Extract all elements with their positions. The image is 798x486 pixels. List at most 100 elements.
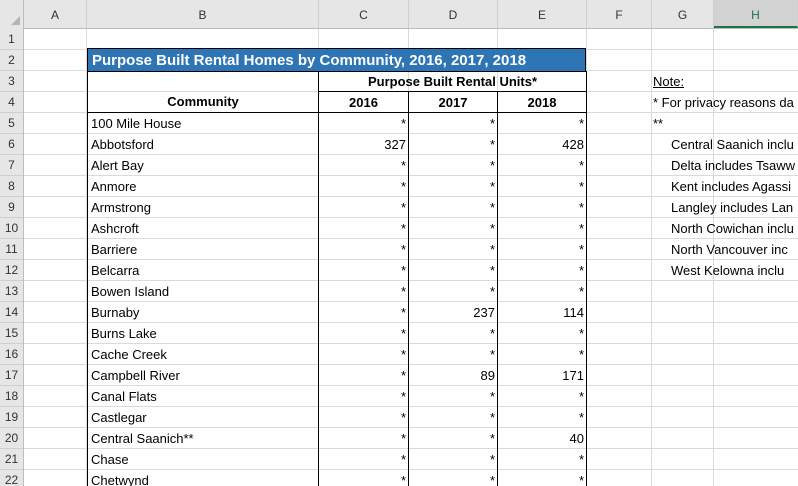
note-item[interactable]: Kent includes Agassi	[671, 179, 791, 194]
column-header-a[interactable]: A	[24, 0, 87, 28]
value-cell-2018[interactable]: *	[498, 176, 587, 197]
value-cell-2018[interactable]: *	[498, 260, 587, 281]
value-cell-2018[interactable]: *	[498, 239, 587, 260]
community-cell[interactable]: Barriere	[87, 239, 319, 260]
value-cell-2016[interactable]: *	[319, 218, 409, 239]
row-header-18[interactable]: 18	[0, 386, 23, 407]
value-cell-2016[interactable]: *	[319, 260, 409, 281]
value-cell-2017[interactable]: *	[409, 176, 498, 197]
community-cell[interactable]: Anmore	[87, 176, 319, 197]
value-cell-2017[interactable]: *	[409, 113, 498, 134]
row-header-6[interactable]: 6	[0, 134, 23, 155]
row-header-7[interactable]: 7	[0, 155, 23, 176]
row-header-14[interactable]: 14	[0, 302, 23, 323]
value-cell-2017[interactable]: *	[409, 428, 498, 449]
value-cell-2017[interactable]: *	[409, 155, 498, 176]
value-cell-2018[interactable]: *	[498, 155, 587, 176]
value-cell-2017[interactable]: *	[409, 407, 498, 428]
community-cell[interactable]: Bowen Island	[87, 281, 319, 302]
value-cell-2017[interactable]: *	[409, 218, 498, 239]
value-cell-2018[interactable]: *	[498, 113, 587, 134]
value-cell-2018[interactable]: 40	[498, 428, 587, 449]
value-cell-2017[interactable]: 237	[409, 302, 498, 323]
value-cell-2018[interactable]: *	[498, 449, 587, 470]
row-header-3[interactable]: 3	[0, 71, 23, 92]
column-header-e[interactable]: E	[498, 0, 587, 28]
row-header-22[interactable]: 22	[0, 470, 23, 486]
value-cell-2017[interactable]: *	[409, 449, 498, 470]
value-cell-2017[interactable]: *	[409, 239, 498, 260]
community-cell[interactable]: Burnaby	[87, 302, 319, 323]
value-cell-2018[interactable]: *	[498, 281, 587, 302]
value-cell-2017[interactable]: *	[409, 323, 498, 344]
note-item[interactable]: Delta includes Tsaww	[671, 158, 796, 173]
row-header-20[interactable]: 20	[0, 428, 23, 449]
community-cell[interactable]: Central Saanich**	[87, 428, 319, 449]
year-header-2016[interactable]: 2016	[319, 92, 409, 113]
value-cell-2018[interactable]: 114	[498, 302, 587, 323]
value-cell-2016[interactable]: *	[319, 386, 409, 407]
value-cell-2016[interactable]: *	[319, 302, 409, 323]
note-item[interactable]: West Kelowna inclu	[671, 263, 785, 278]
value-cell-2017[interactable]: *	[409, 386, 498, 407]
column-header-b[interactable]: B	[87, 0, 319, 28]
row-header-17[interactable]: 17	[0, 365, 23, 386]
value-cell-2018[interactable]: *	[498, 386, 587, 407]
row-header-1[interactable]: 1	[0, 29, 23, 50]
value-cell-2016[interactable]: *	[319, 113, 409, 134]
community-cell[interactable]: Chetwynd	[87, 470, 319, 486]
community-cell[interactable]: Alert Bay	[87, 155, 319, 176]
select-all-corner[interactable]	[0, 0, 24, 28]
value-cell-2018[interactable]: *	[498, 218, 587, 239]
note-item[interactable]: North Vancouver inc	[671, 242, 788, 257]
row-header-8[interactable]: 8	[0, 176, 23, 197]
value-cell-2017[interactable]: *	[409, 281, 498, 302]
column-header-c[interactable]: C	[319, 0, 409, 28]
value-cell-2017[interactable]: 89	[409, 365, 498, 386]
community-cell[interactable]: Abbotsford	[87, 134, 319, 155]
note-item[interactable]: Central Saanich inclu	[671, 137, 794, 152]
community-cell[interactable]: Ashcroft	[87, 218, 319, 239]
value-cell-2018[interactable]: 171	[498, 365, 587, 386]
value-cell-2016[interactable]: *	[319, 176, 409, 197]
row-header-16[interactable]: 16	[0, 344, 23, 365]
community-header[interactable]: Community	[87, 71, 319, 113]
community-cell[interactable]: 100 Mile House	[87, 113, 319, 134]
row-header-15[interactable]: 15	[0, 323, 23, 344]
row-header-5[interactable]: 5	[0, 113, 23, 134]
community-cell[interactable]: Belcarra	[87, 260, 319, 281]
note-item[interactable]: Langley includes Lan	[671, 200, 794, 215]
value-cell-2016[interactable]: *	[319, 449, 409, 470]
column-header-g[interactable]: G	[652, 0, 714, 28]
value-cell-2017[interactable]: *	[409, 260, 498, 281]
community-cell[interactable]: Armstrong	[87, 197, 319, 218]
value-cell-2018[interactable]: *	[498, 470, 587, 486]
value-cell-2017[interactable]: *	[409, 344, 498, 365]
value-cell-2016[interactable]: *	[319, 155, 409, 176]
value-cell-2016[interactable]: *	[319, 197, 409, 218]
value-cell-2016[interactable]: *	[319, 344, 409, 365]
row-header-9[interactable]: 9	[0, 197, 23, 218]
note-item[interactable]: North Cowichan inclu	[671, 221, 794, 236]
rental-units-group-header[interactable]: Purpose Built Rental Units*	[319, 71, 587, 92]
community-cell[interactable]: Canal Flats	[87, 386, 319, 407]
community-cell[interactable]: Cache Creek	[87, 344, 319, 365]
value-cell-2018[interactable]: *	[498, 323, 587, 344]
column-header-d[interactable]: D	[409, 0, 498, 28]
note-privacy-line[interactable]: * For privacy reasons da	[653, 95, 794, 110]
value-cell-2016[interactable]: *	[319, 365, 409, 386]
column-header-f[interactable]: F	[587, 0, 652, 28]
community-cell[interactable]: Campbell River	[87, 365, 319, 386]
value-cell-2016[interactable]: *	[319, 428, 409, 449]
value-cell-2016[interactable]: *	[319, 407, 409, 428]
row-header-2[interactable]: 2	[0, 50, 23, 71]
table-title[interactable]: Purpose Built Rental Homes by Community,…	[87, 48, 586, 72]
value-cell-2016[interactable]: *	[319, 470, 409, 486]
value-cell-2016[interactable]: 327	[319, 134, 409, 155]
community-cell[interactable]: Chase	[87, 449, 319, 470]
note-heading[interactable]: Note:	[653, 74, 685, 89]
row-header-12[interactable]: 12	[0, 260, 23, 281]
community-cell[interactable]: Burns Lake	[87, 323, 319, 344]
value-cell-2016[interactable]: *	[319, 281, 409, 302]
row-header-13[interactable]: 13	[0, 281, 23, 302]
